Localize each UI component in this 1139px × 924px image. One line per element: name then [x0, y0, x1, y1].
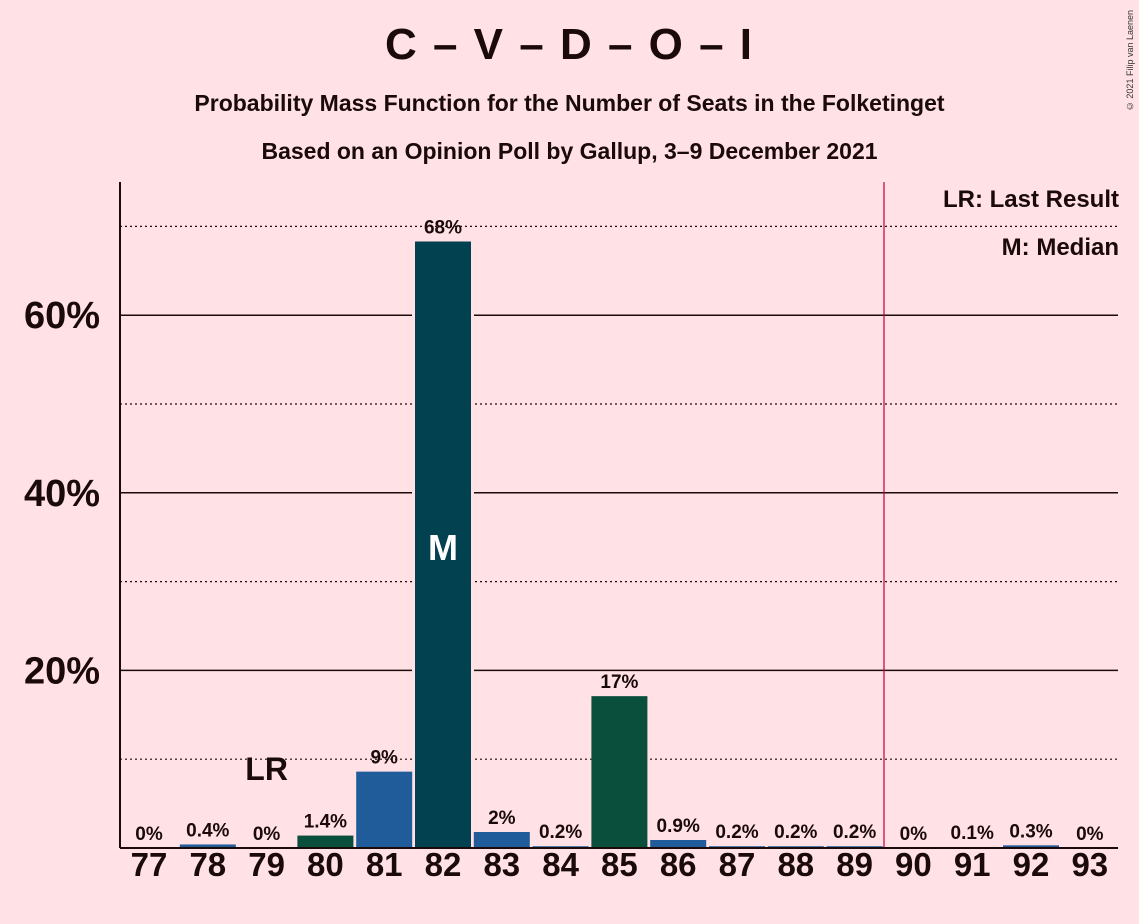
data-label-91: 0.1%: [951, 823, 994, 844]
chart-subtitle-1: Probability Mass Function for the Number…: [194, 90, 945, 116]
data-label-81: 9%: [370, 748, 398, 769]
bar-85: [591, 696, 648, 848]
y-tick-label: 40%: [24, 473, 100, 515]
bar-92: [1003, 845, 1059, 848]
x-tick-label: 86: [660, 846, 697, 883]
y-tick-label: 20%: [24, 650, 100, 692]
gridline-gap: [471, 579, 474, 584]
last-result-marker: LR: [245, 751, 288, 787]
data-label-87: 0.2%: [715, 822, 758, 843]
gridline-gap: [412, 668, 415, 673]
gridline-gap: [471, 490, 474, 495]
data-label-78: 0.4%: [186, 820, 229, 841]
gridline-gap: [412, 402, 415, 406]
x-tick-label: 88: [777, 846, 814, 883]
data-label-93: 0%: [1076, 824, 1104, 845]
x-tick-label: 84: [542, 846, 579, 883]
data-label-82: 68%: [424, 217, 462, 238]
x-tick-label: 83: [483, 846, 520, 883]
gridline-gap: [471, 313, 474, 318]
gridline-gap: [412, 757, 415, 762]
data-label-92: 0.3%: [1009, 821, 1052, 842]
data-label-80: 1.4%: [304, 812, 347, 833]
x-tick-label: 87: [719, 846, 756, 883]
data-label-86: 0.9%: [657, 816, 700, 837]
bar-82: [415, 241, 471, 849]
x-tick-label: 93: [1071, 846, 1108, 883]
x-tick-label: 78: [189, 846, 226, 883]
gridline-gap: [471, 668, 474, 673]
x-tick-label: 90: [895, 846, 932, 883]
bar-86: [650, 840, 707, 848]
x-tick-label: 92: [1013, 846, 1050, 883]
data-label-83: 2%: [488, 808, 516, 829]
x-tick-label: 82: [425, 846, 462, 883]
legend-median: M: Median: [1001, 234, 1119, 261]
x-tick-label: 80: [307, 846, 344, 883]
gridline-gap: [412, 490, 415, 495]
gridline-gap: [471, 402, 474, 406]
x-tick-label: 89: [836, 846, 873, 883]
chart-subtitle-2: Based on an Opinion Poll by Gallup, 3–9 …: [261, 138, 878, 164]
gridline-gap: [471, 757, 474, 762]
bar-80: [297, 835, 354, 848]
median-marker: M: [428, 527, 458, 568]
bar-83: [473, 832, 530, 848]
x-tick-label: 91: [954, 846, 991, 883]
legend-last-result: LR: Last Result: [942, 186, 1119, 213]
x-tick-label: 77: [131, 846, 168, 883]
gridline-gap: [412, 579, 415, 584]
data-label-79: 0%: [253, 824, 281, 845]
data-label-84: 0.2%: [539, 822, 582, 843]
data-label-88: 0.2%: [774, 822, 817, 843]
data-label-85: 17%: [600, 672, 638, 693]
data-label-90: 0%: [900, 824, 928, 845]
bar-78: [179, 844, 236, 848]
gridline-gap: [412, 313, 415, 318]
chart-title: C – V – D – O – I: [384, 20, 755, 69]
x-tick-label: 85: [601, 846, 638, 883]
data-label-89: 0.2%: [833, 822, 876, 843]
bar-81: [356, 771, 413, 848]
x-tick-label: 79: [248, 846, 285, 883]
data-label-77: 0%: [135, 824, 163, 845]
y-tick-label: 60%: [24, 295, 100, 337]
x-tick-label: 81: [366, 846, 403, 883]
